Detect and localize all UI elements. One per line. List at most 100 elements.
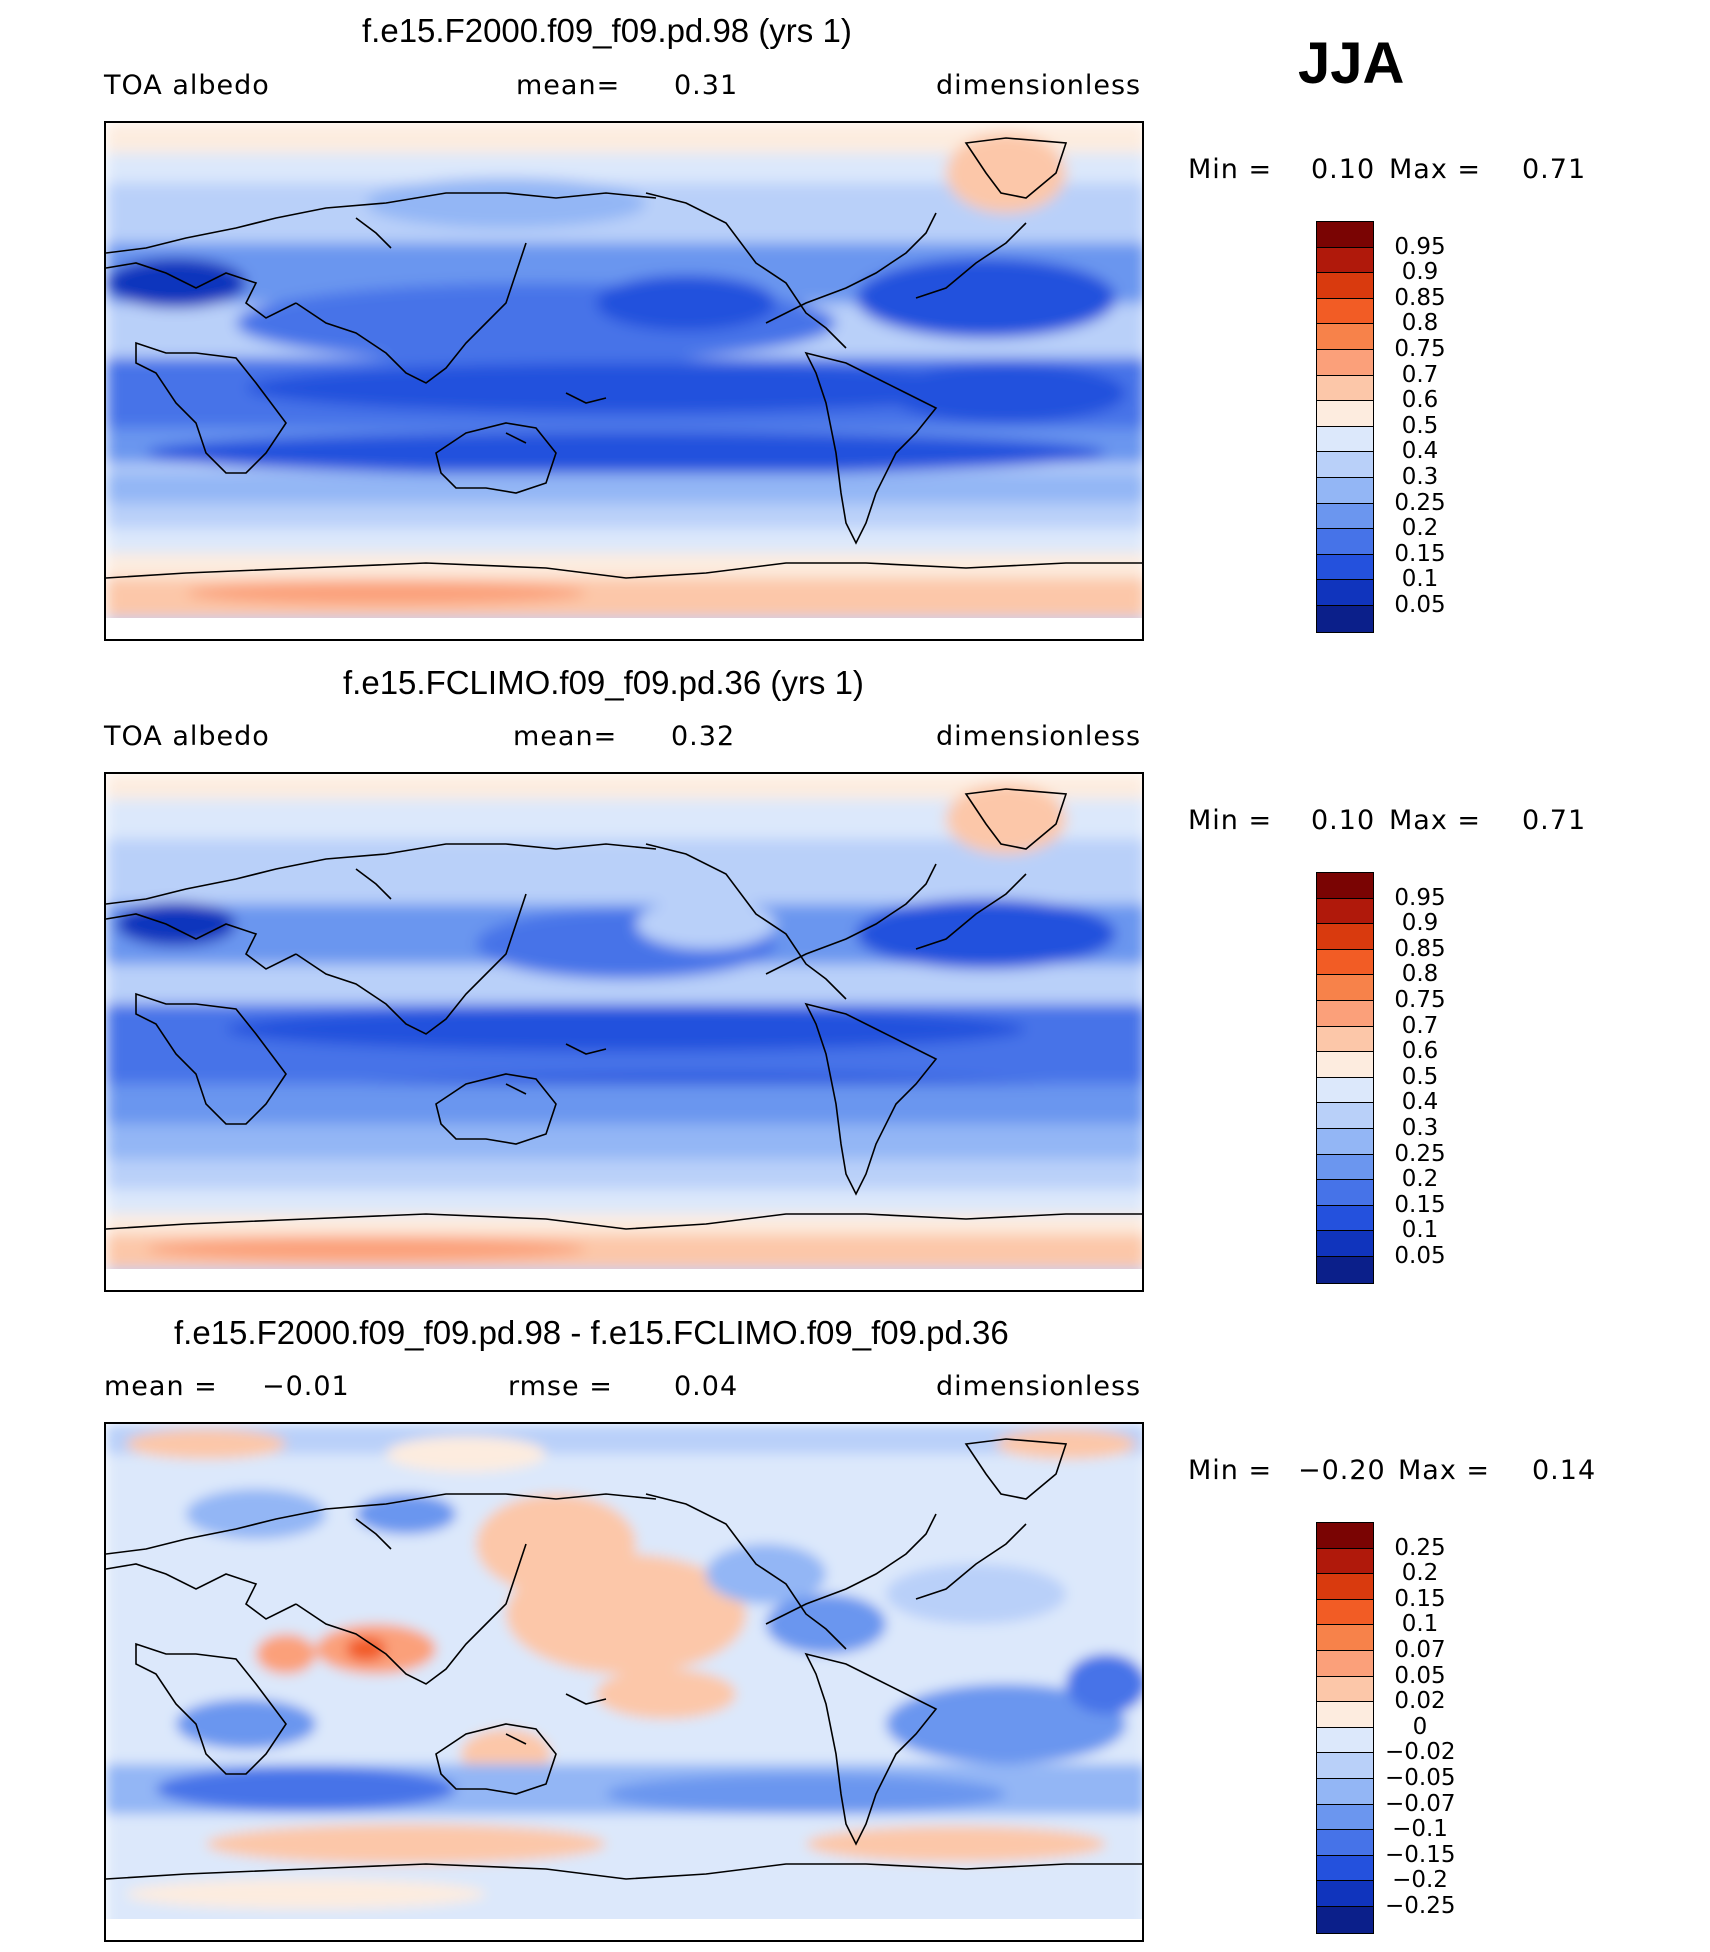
panel3-mean-value: −0.01 (262, 1371, 350, 1402)
colorbar-tick-label: −0.25 (1385, 1893, 1456, 1919)
panel2-units-label: dimensionless (936, 721, 1142, 752)
colorbar-box (1317, 324, 1373, 350)
colorbar-box (1317, 401, 1373, 427)
colorbar-tick-label: 0.05 (1394, 1243, 1446, 1269)
colorbar-box (1317, 873, 1373, 899)
colorbar-tick-label: 0.85 (1394, 935, 1446, 962)
panel2-min-value: 0.10 (1311, 805, 1376, 836)
colorbar-box (1317, 375, 1373, 402)
colorbar-box (1317, 605, 1373, 632)
colorbar-tick-label: −0.2 (1392, 1867, 1448, 1894)
colorbar-box (1317, 1523, 1373, 1549)
colorbar-box (1317, 949, 1373, 976)
panel1-units-label: dimensionless (936, 70, 1142, 101)
panel1-mean-value: 0.31 (674, 70, 739, 101)
colorbar-box (1317, 1256, 1373, 1283)
panel3-title: f.e15.F2000.f09_f09.pd.98 - f.e15.FCLIMO… (174, 1314, 1009, 1351)
colorbar-box (1317, 247, 1373, 274)
colorbar-tick-label: 0.3 (1401, 1115, 1439, 1141)
panel2-mean-value: 0.32 (671, 721, 736, 752)
panel2-colorbar (1316, 872, 1374, 1284)
colorbar-tick-label: 0.85 (1394, 284, 1446, 311)
colorbar-box (1317, 273, 1373, 299)
colorbar-tick-label: 0.8 (1401, 961, 1439, 988)
colorbar-tick-label: 0.1 (1401, 566, 1439, 593)
colorbar-box (1317, 1753, 1373, 1779)
colorbar-tick-label: 0.05 (1394, 1662, 1446, 1689)
colorbar-box (1317, 298, 1373, 325)
colorbar-tick-label: 0.8 (1401, 310, 1439, 337)
colorbar-box (1317, 924, 1373, 950)
panel3-max-label: Max = (1398, 1455, 1491, 1486)
colorbar-box (1317, 580, 1373, 606)
colorbar-tick-label: 0.15 (1394, 540, 1446, 567)
colorbar-tick-label: 0.1 (1401, 1217, 1439, 1244)
colorbar-tick-label: 0.02 (1394, 1688, 1446, 1715)
colorbar-box (1317, 222, 1373, 248)
panel1-variable-label: TOA albedo (104, 70, 270, 101)
colorbar-tick-label: 0.5 (1401, 1063, 1439, 1090)
colorbar-tick-label: 0.7 (1401, 361, 1439, 388)
colorbar-tick-label: −0.1 (1392, 1816, 1448, 1843)
colorbar-box (1317, 1128, 1373, 1155)
panel3-colorbar (1316, 1522, 1374, 1934)
colorbar-tick-label: 0.75 (1394, 336, 1446, 362)
colorbar-tick-label: 0.95 (1394, 884, 1446, 911)
colorbar-box (1317, 529, 1373, 555)
colorbar-box (1317, 1548, 1373, 1575)
colorbar-tick-label: −0.15 (1385, 1841, 1456, 1868)
colorbar-box (1317, 477, 1373, 504)
colorbar-tick-label: 0.25 (1394, 489, 1446, 516)
panel3-min-value: −0.20 (1298, 1455, 1386, 1486)
colorbar-tick-label: 0.15 (1394, 1585, 1446, 1612)
panel2-max-value: 0.71 (1522, 805, 1587, 836)
colorbar-box (1317, 426, 1373, 453)
colorbar-box (1317, 1231, 1373, 1257)
colorbar-tick-label: 0.2 (1401, 515, 1439, 542)
colorbar-box (1317, 1205, 1373, 1232)
panel3-max-value: 0.14 (1532, 1455, 1597, 1486)
season-label: JJA (1298, 31, 1405, 96)
colorbar-tick-label: 0.9 (1401, 259, 1439, 286)
panel3-units-label: dimensionless (936, 1371, 1142, 1402)
panel3-rmse-value: 0.04 (674, 1371, 739, 1402)
colorbar-box (1317, 1625, 1373, 1651)
panel2-variable-label: TOA albedo (104, 721, 270, 752)
panel2-max-label: Max = (1389, 805, 1482, 836)
colorbar-tick-label: 0.25 (1394, 1140, 1446, 1167)
colorbar-tick-label: 0.75 (1394, 987, 1446, 1013)
colorbar-tick-label: 0.4 (1401, 1089, 1439, 1116)
colorbar-box (1317, 1103, 1373, 1129)
colorbar-tick-label: 0.3 (1401, 464, 1439, 490)
panel1-mean-label: mean= (516, 70, 621, 101)
colorbar-tick-label: 0.6 (1401, 387, 1439, 414)
panel1-max-label: Max = (1389, 154, 1482, 185)
panel1-colorbar (1316, 221, 1374, 633)
panel1-min-label: Min = (1188, 154, 1273, 185)
colorbar-box (1317, 1052, 1373, 1078)
colorbar-box (1317, 1574, 1373, 1600)
colorbar-box (1317, 1154, 1373, 1181)
panel1-map (104, 121, 1144, 641)
colorbar-box (1317, 1599, 1373, 1626)
colorbar-box (1317, 898, 1373, 925)
colorbar-tick-label: 0.4 (1401, 438, 1439, 465)
colorbar-tick-label: −0.07 (1385, 1790, 1456, 1817)
panel3-difference-map (104, 1422, 1144, 1942)
panel1-min-value: 0.10 (1311, 154, 1376, 185)
colorbar-box (1317, 452, 1373, 478)
colorbar-tick-label: 0 (1412, 1713, 1428, 1740)
colorbar-tick-label: 0.95 (1394, 233, 1446, 260)
panel3-rmse-label: rmse = (508, 1371, 613, 1402)
colorbar-box (1317, 1026, 1373, 1053)
panel3-mean-label: mean = (104, 1371, 218, 1402)
colorbar-box (1317, 349, 1373, 376)
panel2-map (104, 772, 1144, 1292)
colorbar-box (1317, 1778, 1373, 1805)
colorbar-tick-label: 0.07 (1394, 1637, 1446, 1663)
colorbar-tick-label: 0.1 (1401, 1611, 1439, 1638)
colorbar-tick-label: 0.9 (1401, 910, 1439, 937)
colorbar-box (1317, 1855, 1373, 1882)
colorbar-box (1317, 1077, 1373, 1104)
colorbar-box (1317, 1881, 1373, 1907)
